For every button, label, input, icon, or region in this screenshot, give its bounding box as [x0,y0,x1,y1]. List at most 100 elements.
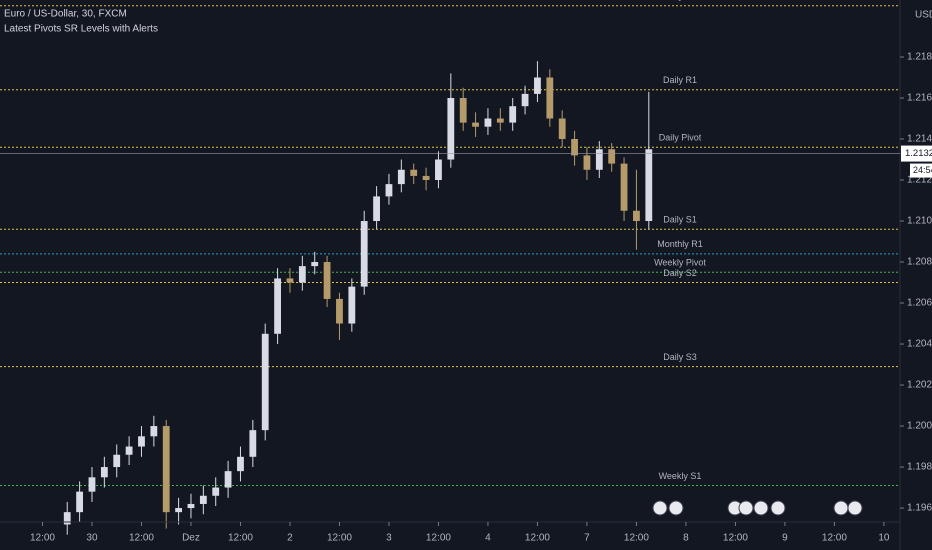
candle-body [249,430,257,457]
last-price-label: 1.21329 [905,148,932,159]
candle-body [534,77,541,94]
candle-body [237,456,244,472]
x-tick-label: 12:00 [723,533,748,544]
level-label: Daily S2 [663,268,697,278]
y-tick-label: 1.20200 [907,380,932,391]
level-label: Daily Pivot [659,133,702,143]
x-tick-label: 12:00 [822,533,847,544]
countdown-box [910,163,932,178]
x-tick-label: 12:00 [525,533,550,544]
x-tick-label: 12:00 [426,533,451,544]
candle-body [224,471,232,488]
y-tick-label: 1.21800 [907,52,932,63]
x-tick-label: 12:00 [30,533,55,544]
plot-area: Daily R2 Daily R1 Daily Pivot Daily S1 Month… [0,0,900,535]
candle-body [422,175,430,181]
candle-body [645,149,653,222]
candle-body [175,508,183,513]
candle-body [274,278,281,334]
candle-body [125,446,133,455]
y-tick-label: 1.21200 [907,175,932,186]
event-icon [738,500,754,516]
y-tick-label: 1.21600 [907,93,932,104]
candle-body [509,106,517,123]
candle-body [385,184,393,197]
candle-body [595,149,603,170]
candle-body [459,98,467,123]
candle-body [620,163,628,211]
level-label: Monthly R1 [657,239,703,249]
chart-title: Euro / US-Dollar, 30, FXCM [4,9,127,20]
candle-body [212,487,220,496]
candle-body [435,159,442,181]
candle-body [608,149,616,164]
candle-body [484,118,492,127]
x-tick-label: 12:00 [624,533,649,544]
y-tick-label: 1.20000 [907,421,932,432]
candle-body [571,139,578,156]
candle-body [311,262,319,267]
countdown-label: 24:54 [913,165,932,175]
event-icon [770,500,786,516]
candle-body [558,118,566,140]
x-tick-label: 9 [782,533,788,544]
x-tick-label: 12:00 [129,533,154,544]
event-icon [847,500,863,516]
x-tick-label: 10 [878,533,890,544]
candle-body [472,122,479,127]
candle-body [360,221,368,287]
y-tick-label: 1.20400 [907,339,932,350]
candle-body [546,77,554,119]
candle-body [138,436,145,447]
x-tick-label: 7 [584,533,590,544]
level-label: Daily R1 [663,75,697,85]
candle-body [100,467,108,478]
candle-body [162,426,170,513]
x-tick-label: 30 [86,533,98,544]
candle-body [298,266,306,283]
x-tick-label: 3 [386,533,392,544]
candle-body [447,98,455,160]
chart-subtitle: Latest Pivots SR Levels with Alerts [4,24,158,35]
y-tick-label: 1.21000 [907,216,932,227]
last-price-box [901,145,932,162]
x-tick-label: 4 [485,533,491,544]
candle-body [336,298,343,324]
y-tick-label: 1.21400 [907,134,932,145]
candle-body [410,169,418,176]
candle-body [348,286,356,324]
candle-body [397,169,405,185]
candle-body [88,477,96,492]
level-label: Weekly S1 [659,471,702,481]
candle-body [199,495,207,504]
candle-body [113,454,121,468]
y-tick-label: 1.19600 [907,503,932,514]
x-tick-label: 8 [683,533,689,544]
event-icon [668,500,684,516]
level-label: Daily S3 [663,352,697,362]
currency-label: USD [915,10,932,21]
level-label: Daily S1 [663,215,697,225]
event-icon [652,500,668,516]
level-label: Daily R2 [663,0,697,1]
candle-body [286,278,294,283]
event-icons [652,500,863,516]
candle-body [633,210,640,222]
y-tick-label: 1.20800 [907,257,932,268]
candle-body [76,491,84,513]
y-tick-label: 1.20600 [907,298,932,309]
candle-body [261,333,269,431]
event-icon [833,500,849,516]
x-tick-label: Dez [182,533,200,544]
candle-body [150,426,158,437]
level-label: Weekly Pivot [654,258,706,268]
candle-body [63,512,71,525]
candle-body [521,93,529,107]
candle-body [583,155,591,170]
candle-body [373,196,380,222]
candle-body [323,262,331,299]
event-icon [753,500,769,516]
x-tick-label: 12:00 [228,533,253,544]
